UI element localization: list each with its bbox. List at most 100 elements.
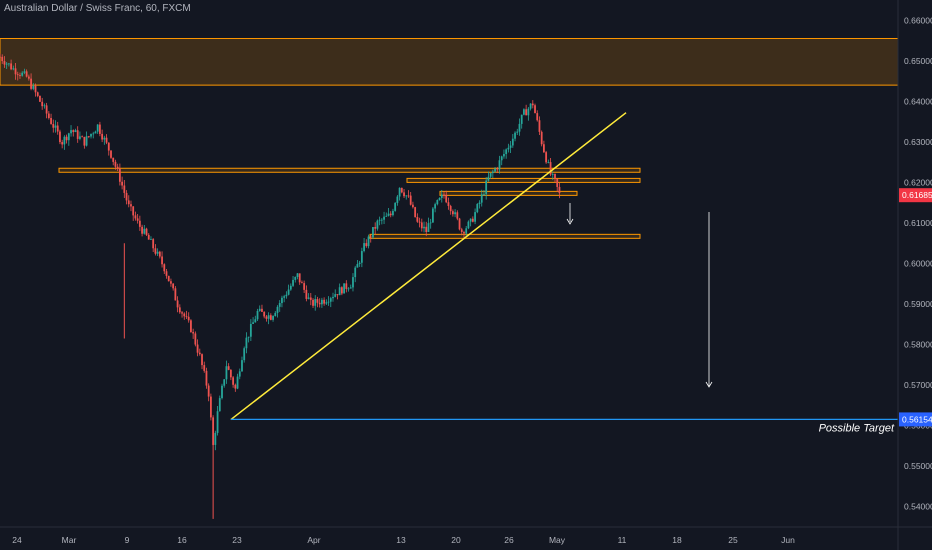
target-price-badge — [899, 412, 932, 427]
candle-body — [245, 337, 248, 349]
x-tick-label: 23 — [232, 535, 242, 545]
zones-layer — [0, 38, 899, 239]
x-tick-label: 25 — [728, 535, 738, 545]
candle-body — [221, 385, 223, 399]
candle-body — [198, 352, 201, 355]
candle-body — [332, 296, 334, 299]
candle-body — [258, 308, 261, 311]
candle-body — [498, 160, 501, 170]
candle-body — [487, 176, 490, 181]
candle-body — [59, 131, 61, 143]
candle-body — [190, 320, 192, 333]
candle-body — [438, 197, 441, 200]
candle-body — [34, 85, 37, 93]
candle-body — [287, 289, 290, 295]
projection-arrow-head — [705, 381, 713, 388]
x-tick-label: 26 — [504, 535, 514, 545]
candle-body — [227, 366, 230, 370]
candle-body — [269, 315, 272, 320]
candle-body — [249, 323, 252, 337]
candle-body — [543, 144, 545, 153]
candle-body — [183, 313, 186, 317]
candle-body — [531, 103, 534, 106]
candle-body — [458, 218, 461, 230]
candle-body — [305, 289, 308, 299]
candle-body — [551, 174, 554, 175]
candle-body — [143, 228, 146, 234]
candle-body — [451, 211, 454, 215]
candle-body — [523, 109, 525, 115]
candle-body — [176, 300, 179, 308]
candle-body — [483, 194, 485, 195]
candle-body — [81, 136, 84, 138]
candle-body — [112, 157, 115, 162]
candle-body — [447, 202, 450, 206]
y-tick-label: 0.59000 — [904, 299, 932, 309]
candle-body — [416, 217, 419, 222]
candle-body — [369, 236, 372, 238]
x-tick-label: 13 — [396, 535, 406, 545]
candle-body — [167, 275, 170, 282]
candle-body — [518, 123, 521, 132]
candle-body — [343, 283, 345, 294]
candle-body — [192, 332, 195, 334]
candle-body — [303, 283, 306, 290]
candle-body — [272, 315, 274, 320]
candle-body — [349, 287, 352, 289]
candle-body — [76, 130, 79, 139]
candle-body — [540, 131, 543, 145]
candle-body — [456, 212, 459, 219]
candle-body — [83, 136, 86, 146]
drawings-layer: Possible Target — [230, 112, 898, 434]
target-price-label: 0.56154 — [902, 414, 932, 424]
candle-body — [440, 194, 443, 198]
candle-body — [500, 156, 503, 161]
candle-body — [65, 136, 68, 141]
candle-body — [256, 310, 259, 320]
candle-body — [27, 76, 30, 79]
candle-body — [99, 124, 101, 134]
candle-body — [134, 215, 137, 219]
candle-body — [267, 315, 270, 319]
candle-body — [234, 384, 237, 389]
candle-body — [376, 220, 379, 229]
candle-body — [229, 369, 232, 378]
candle-body — [494, 168, 496, 172]
candle-body — [367, 236, 370, 247]
candle-body — [127, 200, 130, 205]
candle-body — [467, 221, 470, 229]
candle-body — [329, 298, 332, 302]
candle-body — [138, 220, 141, 227]
candle-body — [185, 316, 188, 318]
candle-body — [296, 273, 299, 278]
candle-body — [283, 296, 286, 298]
candle-body — [238, 371, 241, 377]
candle-body — [94, 131, 97, 134]
y-tick-label: 0.58000 — [904, 340, 932, 350]
candle-body — [307, 297, 310, 299]
candle-body — [478, 202, 481, 205]
candle-body — [74, 130, 77, 133]
y-tick-label: 0.57000 — [904, 380, 932, 390]
candle-body — [527, 108, 530, 116]
candle-body — [505, 149, 508, 155]
candle-body — [429, 222, 432, 224]
candle-body — [67, 133, 70, 141]
candle-body — [529, 103, 532, 109]
candle-body — [374, 227, 377, 229]
candle-body — [261, 308, 263, 312]
candle-body — [338, 287, 341, 296]
candle-body — [5, 63, 8, 65]
candle-body — [92, 133, 95, 135]
candle-body — [292, 279, 294, 286]
support-level-box-4 — [369, 233, 641, 239]
candle-body — [405, 195, 408, 197]
candle-body — [432, 208, 434, 223]
candle-body — [110, 150, 112, 158]
candle-body — [409, 195, 412, 205]
candle-body — [43, 105, 46, 107]
candle-body — [265, 316, 268, 319]
candle-body — [132, 206, 135, 216]
candle-body — [525, 109, 528, 116]
